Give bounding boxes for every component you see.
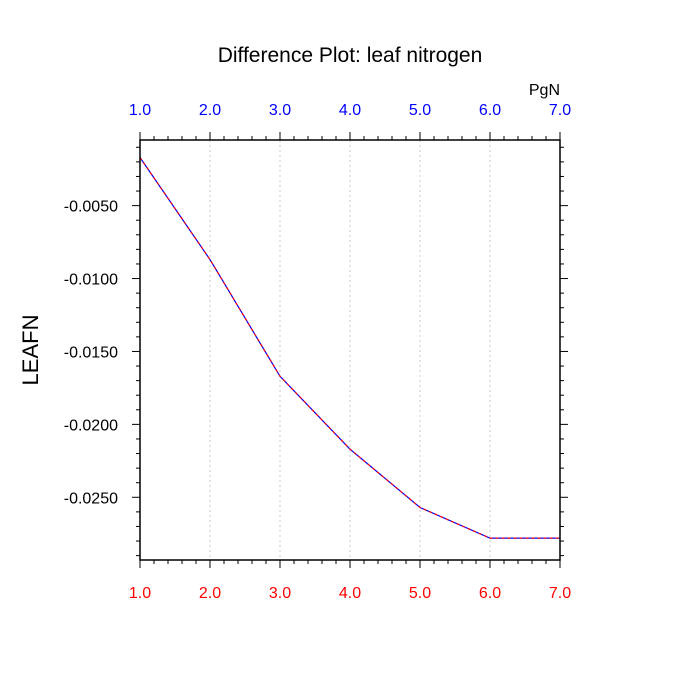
y-tick-label: -0.0100 — [64, 272, 118, 289]
x-tick-label-bottom: 1.0 — [129, 585, 151, 602]
x-tick-label-bottom: 5.0 — [409, 585, 431, 602]
y-tick-label: -0.0200 — [64, 417, 118, 434]
x-tick-label-top: 2.0 — [199, 102, 221, 119]
series-line-dash — [139, 157, 560, 539]
x-tick-label-bottom: 7.0 — [549, 585, 571, 602]
x-tick-label-top: 3.0 — [269, 102, 291, 119]
gridlines — [209, 140, 491, 560]
x-tick-label-top: 6.0 — [479, 102, 501, 119]
x-tick-label-top: 4.0 — [339, 102, 361, 119]
x-tick-label-top: 7.0 — [549, 102, 571, 119]
chart-title: Difference Plot: leaf nitrogen — [218, 44, 483, 67]
plot-frame — [139, 139, 561, 561]
y-axis-label: LEAFN — [18, 315, 43, 386]
x-tick-label-bottom: 6.0 — [479, 585, 501, 602]
y-tick-label: -0.0050 — [64, 199, 118, 216]
x-tick-label-bottom: 3.0 — [269, 585, 291, 602]
tick-labels: 1.0 1.0 2.0 2.0 3.0 3.0 4.0 4.0 5.0 5.0 6.0 6.0 7.0 7… — [64, 102, 571, 602]
y-tick-label: -0.0150 — [64, 344, 118, 361]
x-tick-label-top: 5.0 — [409, 102, 431, 119]
x-tick-label-top: 1.0 — [129, 102, 151, 119]
y-tick-label: -0.0250 — [64, 490, 118, 507]
x-tick-label-bottom: 2.0 — [199, 585, 221, 602]
top-axis-units: PgN — [529, 82, 560, 99]
x-tick-label-bottom: 4.0 — [339, 585, 361, 602]
series-lines — [139, 157, 560, 539]
